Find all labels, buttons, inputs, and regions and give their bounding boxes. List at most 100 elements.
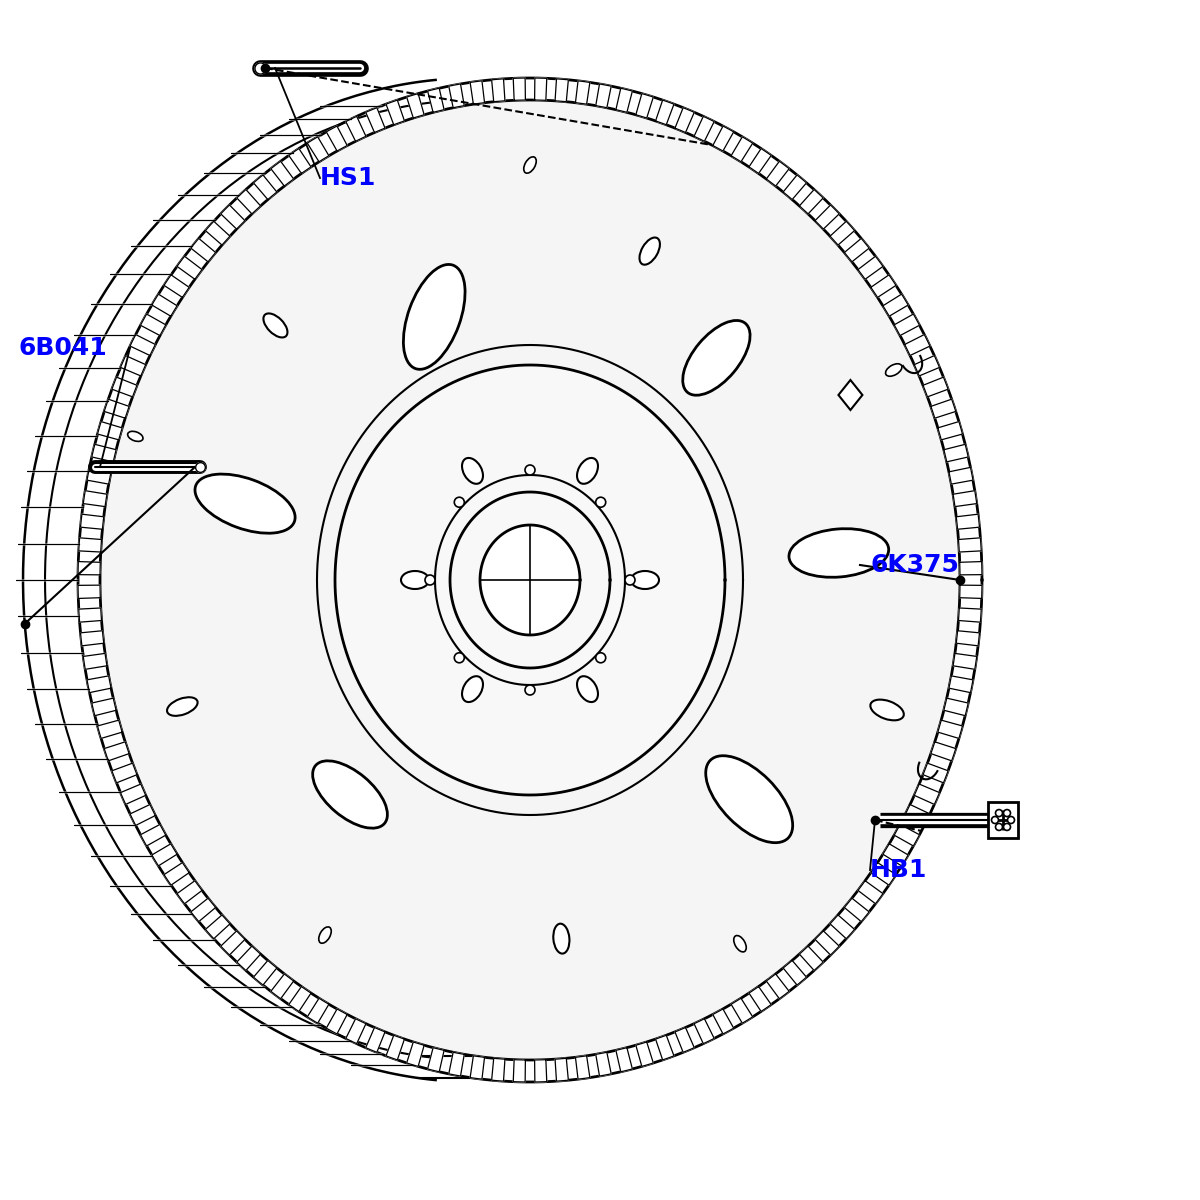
- Polygon shape: [956, 631, 979, 646]
- Polygon shape: [830, 914, 854, 938]
- Polygon shape: [130, 335, 155, 355]
- Polygon shape: [307, 137, 329, 162]
- Ellipse shape: [733, 936, 746, 952]
- Polygon shape: [655, 1036, 674, 1060]
- Polygon shape: [470, 1056, 485, 1079]
- Polygon shape: [112, 377, 137, 397]
- Polygon shape: [959, 608, 982, 622]
- Bar: [920, 596, 948, 624]
- Polygon shape: [366, 108, 385, 132]
- Circle shape: [1003, 810, 1010, 816]
- Bar: [864, 652, 892, 680]
- Polygon shape: [815, 205, 839, 229]
- Polygon shape: [449, 1052, 464, 1076]
- Circle shape: [455, 497, 464, 508]
- Polygon shape: [616, 1048, 632, 1072]
- Polygon shape: [191, 899, 216, 922]
- Bar: [920, 568, 948, 596]
- Ellipse shape: [553, 924, 570, 954]
- Polygon shape: [949, 676, 973, 692]
- Circle shape: [595, 497, 606, 508]
- Polygon shape: [236, 946, 260, 971]
- Polygon shape: [97, 720, 122, 738]
- Polygon shape: [514, 1060, 526, 1082]
- Bar: [836, 596, 864, 624]
- Polygon shape: [83, 491, 107, 506]
- Polygon shape: [655, 100, 674, 125]
- Polygon shape: [221, 931, 245, 955]
- Polygon shape: [289, 986, 311, 1012]
- Polygon shape: [576, 80, 590, 104]
- Polygon shape: [205, 914, 230, 938]
- Polygon shape: [79, 538, 102, 552]
- Polygon shape: [767, 974, 790, 998]
- Polygon shape: [514, 78, 526, 101]
- Ellipse shape: [264, 313, 288, 337]
- Ellipse shape: [194, 474, 295, 533]
- Bar: [808, 568, 836, 596]
- Bar: [836, 624, 864, 652]
- Polygon shape: [845, 239, 869, 262]
- Polygon shape: [335, 365, 725, 794]
- Polygon shape: [830, 221, 854, 245]
- Polygon shape: [960, 586, 982, 599]
- Ellipse shape: [319, 926, 331, 943]
- Polygon shape: [450, 492, 610, 668]
- Polygon shape: [152, 844, 178, 866]
- Polygon shape: [595, 1052, 611, 1076]
- Circle shape: [996, 810, 1002, 816]
- Text: 6B041: 6B041: [18, 336, 107, 360]
- Polygon shape: [845, 899, 869, 922]
- Circle shape: [991, 816, 998, 823]
- Polygon shape: [112, 763, 137, 782]
- Polygon shape: [905, 335, 930, 355]
- Polygon shape: [191, 239, 216, 262]
- Polygon shape: [694, 116, 714, 142]
- Polygon shape: [120, 784, 145, 804]
- Ellipse shape: [167, 697, 198, 716]
- Polygon shape: [784, 175, 806, 199]
- Polygon shape: [871, 863, 896, 886]
- Polygon shape: [931, 742, 955, 761]
- Polygon shape: [104, 400, 130, 418]
- Polygon shape: [576, 1056, 590, 1079]
- Polygon shape: [97, 421, 122, 440]
- Polygon shape: [858, 257, 883, 280]
- Bar: [892, 568, 920, 596]
- Polygon shape: [839, 380, 863, 410]
- Bar: [808, 652, 836, 680]
- Text: car parts: car parts: [380, 607, 677, 673]
- Polygon shape: [130, 804, 155, 826]
- Polygon shape: [407, 94, 424, 118]
- Polygon shape: [104, 742, 130, 761]
- Bar: [780, 568, 808, 596]
- Bar: [920, 624, 948, 652]
- Polygon shape: [858, 881, 883, 904]
- Polygon shape: [956, 514, 979, 529]
- Polygon shape: [595, 84, 611, 108]
- Polygon shape: [799, 946, 823, 971]
- Polygon shape: [674, 108, 695, 132]
- Polygon shape: [799, 190, 823, 214]
- Polygon shape: [178, 257, 202, 280]
- Polygon shape: [953, 653, 977, 670]
- Polygon shape: [80, 631, 103, 646]
- Polygon shape: [713, 126, 733, 151]
- Bar: [808, 540, 836, 568]
- Bar: [864, 624, 892, 652]
- Circle shape: [425, 575, 436, 584]
- Polygon shape: [289, 149, 311, 174]
- Bar: [864, 568, 892, 596]
- Polygon shape: [713, 1009, 733, 1034]
- Ellipse shape: [577, 676, 598, 702]
- Ellipse shape: [683, 320, 750, 395]
- Polygon shape: [731, 137, 752, 162]
- Text: 6K375: 6K375: [870, 553, 959, 577]
- Bar: [892, 624, 920, 652]
- Ellipse shape: [577, 458, 598, 484]
- Polygon shape: [938, 421, 962, 440]
- Circle shape: [455, 653, 464, 662]
- Polygon shape: [427, 1048, 444, 1072]
- Polygon shape: [366, 1027, 385, 1052]
- Text: HS1: HS1: [320, 166, 377, 190]
